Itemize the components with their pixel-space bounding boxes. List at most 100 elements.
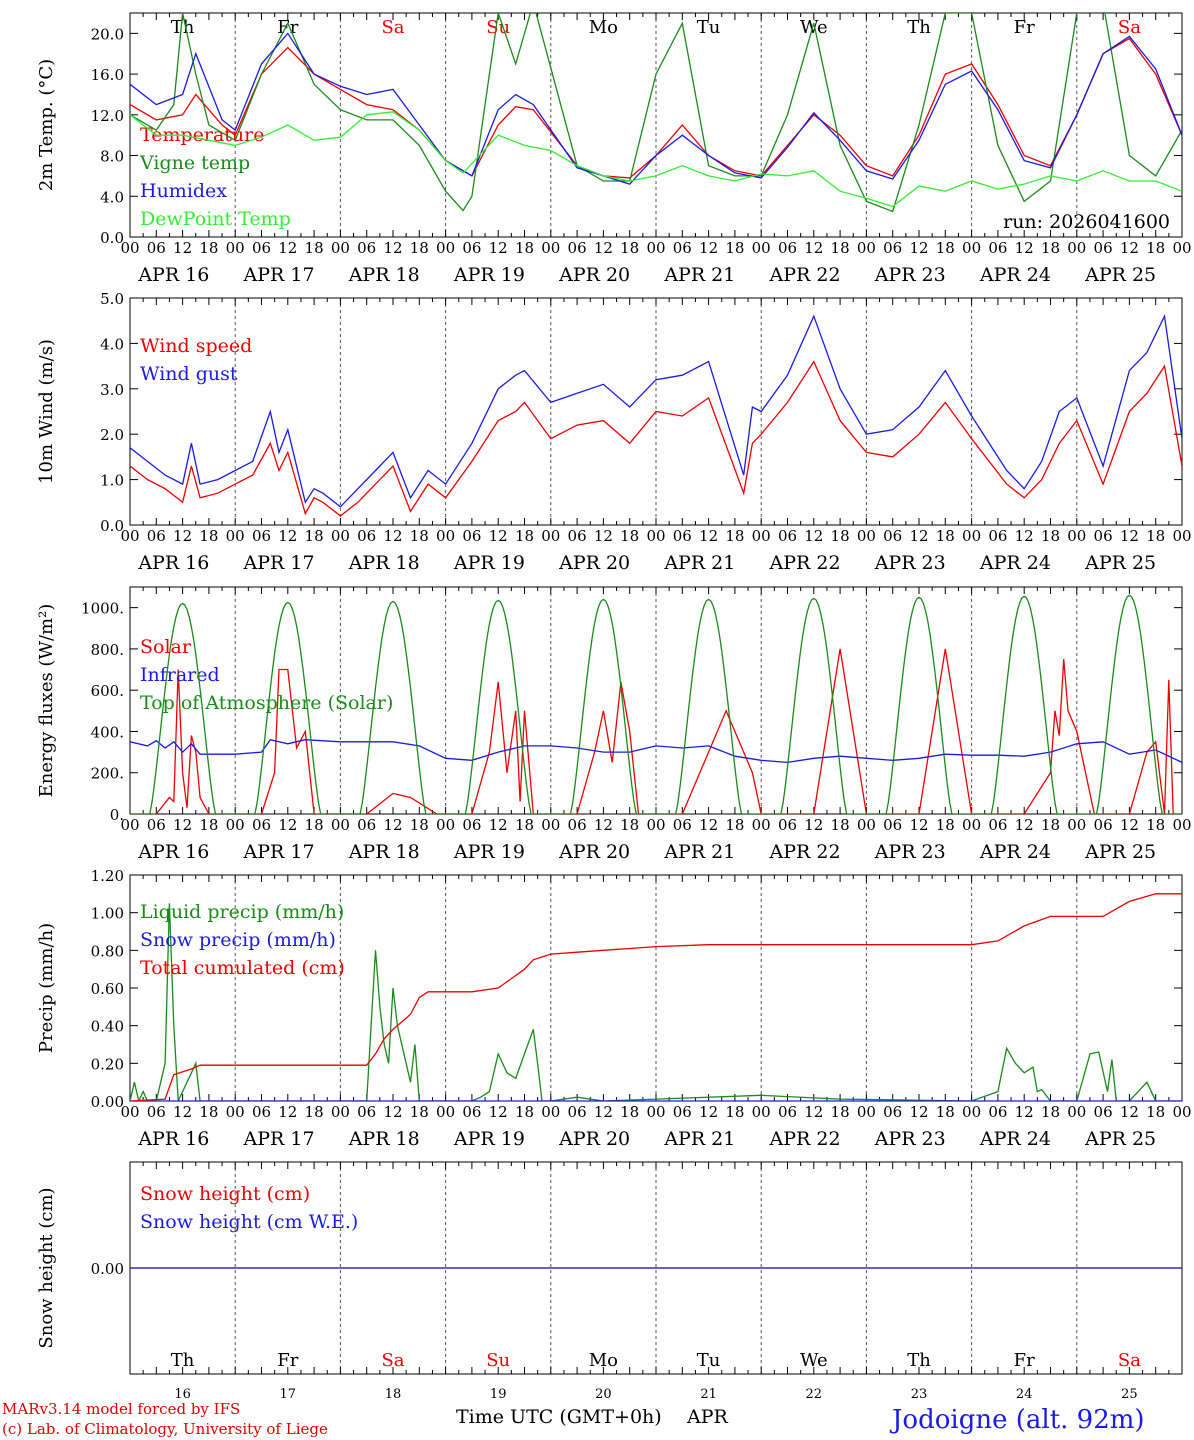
hour-tick-label: 06 [568, 816, 587, 834]
date-label: APR 22 [769, 1128, 841, 1150]
y-tick-label: 4.0 [100, 335, 124, 353]
hour-tick-label: 18 [515, 1103, 534, 1121]
date-label: APR 24 [979, 841, 1051, 863]
hour-tick-label: 00 [962, 816, 981, 834]
hour-tick-label: 00 [436, 816, 455, 834]
date-label: APR 22 [769, 841, 841, 863]
hour-tick-label: 18 [936, 239, 955, 257]
day-name: We [800, 1350, 828, 1371]
legend-entry: Wind gust [140, 363, 238, 385]
hour-tick-label: 06 [988, 527, 1007, 545]
date-label: APR 25 [1084, 841, 1156, 863]
hour-tick-label: 06 [988, 239, 1007, 257]
hour-tick-label: 00 [120, 1103, 139, 1121]
day-number: 17 [280, 1387, 297, 1402]
y-tick-label: 1.00 [91, 905, 124, 923]
hour-tick-label: 12 [594, 816, 613, 834]
hour-tick-label: 06 [357, 239, 376, 257]
date-label: APR 18 [348, 264, 420, 286]
hour-tick-label: 06 [147, 816, 166, 834]
hour-tick-label: 00 [1067, 816, 1086, 834]
day-name: Th [171, 1350, 195, 1371]
hour-tick-label: 00 [646, 816, 665, 834]
hour-tick-label: 00 [1067, 527, 1086, 545]
date-label: APR 21 [663, 1128, 735, 1150]
hour-tick-label: 06 [883, 1103, 902, 1121]
y-tick-label: 16.0 [91, 66, 124, 84]
y-tick-label: 20.0 [91, 25, 124, 43]
hour-tick-label: 18 [620, 816, 639, 834]
hour-tick-label: 00 [541, 527, 560, 545]
day-name: Fr [1014, 1350, 1035, 1371]
precip-series-liquid-precip-mm-h [130, 903, 1182, 1101]
day-number: 22 [806, 1387, 823, 1402]
y-tick-label: 3.0 [100, 381, 124, 399]
hour-tick-label: 06 [673, 816, 692, 834]
hour-tick-label: 18 [620, 527, 639, 545]
hour-tick-label: 12 [278, 239, 297, 257]
day-name: Sa [381, 1350, 404, 1371]
hour-tick-label: 18 [305, 1103, 324, 1121]
hour-tick-label: 06 [673, 527, 692, 545]
date-label: APR 23 [874, 264, 946, 286]
hour-tick-label: 12 [173, 527, 192, 545]
hour-tick-label: 12 [804, 816, 823, 834]
hour-tick-label: 12 [1120, 239, 1139, 257]
hour-tick-label: 06 [568, 239, 587, 257]
hour-tick-label: 18 [725, 527, 744, 545]
hour-tick-label: 06 [252, 239, 271, 257]
day-number: 16 [174, 1387, 191, 1402]
hour-tick-label: 00 [752, 527, 771, 545]
hour-tick-label: 00 [436, 239, 455, 257]
day-name: Sa [381, 17, 404, 38]
hour-tick-label: 12 [383, 1103, 402, 1121]
date-label: APR 24 [979, 264, 1051, 286]
day-name: Tu [697, 17, 721, 38]
hour-tick-label: 00 [1172, 1103, 1191, 1121]
y-tick-label: 12.0 [91, 107, 124, 125]
date-label: APR 18 [348, 552, 420, 574]
hour-tick-label: 00 [962, 1103, 981, 1121]
hour-tick-label: 12 [909, 1103, 928, 1121]
hour-tick-label: 12 [278, 816, 297, 834]
y-tick-label: 4.0 [100, 188, 124, 206]
hour-tick-label: 00 [857, 816, 876, 834]
flux-ylabel: Energy fluxes (W/m²) [36, 604, 57, 798]
hour-tick-label: 00 [226, 816, 245, 834]
station-name: Jodoigne (alt. 92m) [889, 1405, 1145, 1435]
hour-tick-label: 00 [1067, 239, 1086, 257]
hour-tick-label: 06 [357, 816, 376, 834]
hour-tick-label: 12 [699, 816, 718, 834]
hour-tick-label: 12 [1015, 816, 1034, 834]
hour-tick-label: 06 [147, 1103, 166, 1121]
hour-tick-label: 06 [252, 816, 271, 834]
date-label: APR 16 [137, 264, 209, 286]
wind-ylabel: 10m Wind (m/s) [36, 339, 57, 484]
hour-tick-label: 00 [541, 239, 560, 257]
hour-tick-label: 00 [752, 239, 771, 257]
hour-tick-label: 06 [462, 239, 481, 257]
hour-tick-label: 00 [1067, 1103, 1086, 1121]
date-label: APR 25 [1084, 552, 1156, 574]
hour-tick-label: 18 [620, 239, 639, 257]
hour-tick-label: 18 [936, 816, 955, 834]
hour-tick-label: 12 [594, 527, 613, 545]
y-tick-label: 8.0 [100, 148, 124, 166]
snow-ylabel: Snow height (cm) [36, 1187, 57, 1348]
hour-tick-label: 06 [778, 816, 797, 834]
hour-tick-label: 00 [962, 527, 981, 545]
temp-series-vigne-temp [130, 13, 1182, 213]
hour-tick-label: 06 [147, 527, 166, 545]
hour-tick-label: 18 [305, 239, 324, 257]
hour-tick-label: 06 [357, 1103, 376, 1121]
hour-tick-label: 18 [199, 239, 218, 257]
date-label: APR 21 [663, 552, 735, 574]
date-label: APR 16 [137, 1128, 209, 1150]
hour-tick-label: 12 [1015, 239, 1034, 257]
hour-tick-label: 00 [226, 239, 245, 257]
hour-tick-label: 00 [646, 239, 665, 257]
date-label: APR 17 [243, 1128, 315, 1150]
hour-tick-label: 12 [699, 239, 718, 257]
y-tick-label: 1.0 [100, 472, 124, 490]
hour-tick-label: 06 [883, 816, 902, 834]
